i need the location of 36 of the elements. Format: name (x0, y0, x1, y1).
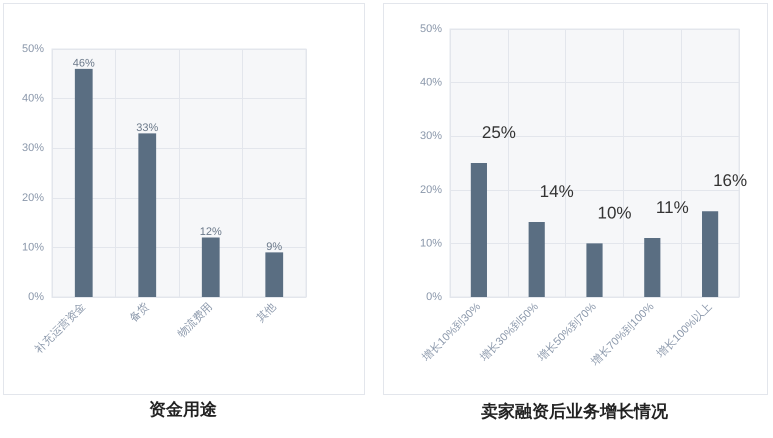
data-label: 14% (540, 182, 574, 201)
bar (470, 163, 487, 297)
text: 卖家融资后业务增长情况 (480, 401, 669, 423)
data-label: 46% (72, 57, 95, 70)
x-tick-label: 物流费用 (174, 300, 215, 340)
bar (202, 237, 220, 297)
text: 资金用途 (148, 399, 218, 421)
data-label: 25% (482, 123, 516, 142)
y-tick-label: 0% (28, 291, 44, 303)
data-label: 16% (713, 171, 748, 190)
y-tick-label: 0% (426, 291, 442, 303)
bar (528, 222, 545, 297)
y-tick-label: 10% (22, 241, 44, 254)
data-label: 9% (266, 240, 282, 253)
bar (138, 133, 156, 297)
bar (644, 238, 660, 297)
bar (702, 211, 718, 297)
data-label: 12% (200, 226, 222, 238)
x-tick-label: 补充运营资金 (32, 300, 88, 356)
y-tick-label: 30% (22, 142, 44, 154)
y-tick-label: 40% (22, 92, 44, 105)
bar (265, 252, 284, 297)
bar (586, 243, 603, 297)
y-tick-label: 10% (420, 237, 442, 250)
y-tick-label: 50% (420, 23, 442, 35)
y-tick-label: 20% (420, 184, 442, 196)
y-tick-label: 40% (420, 76, 442, 89)
x-tick-label: 备货 (127, 300, 152, 325)
data-label: 11% (656, 198, 689, 218)
y-tick-label: 20% (22, 192, 44, 204)
data-label: 33% (136, 122, 158, 134)
x-tick-label: 其他 (254, 300, 278, 325)
y-tick-label: 50% (22, 43, 44, 55)
bar (74, 68, 93, 297)
y-tick-label: 30% (420, 130, 442, 142)
data-label: 10% (597, 203, 632, 222)
